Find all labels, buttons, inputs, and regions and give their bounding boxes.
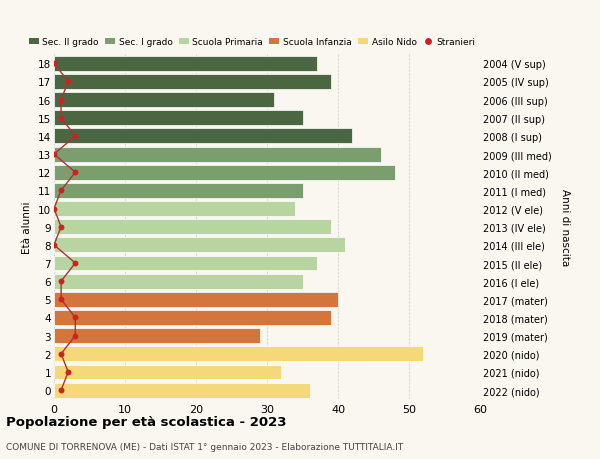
Point: [56, 278, 66, 285]
Point: [56, 187, 66, 195]
Bar: [54, 347, 423, 362]
Bar: [54, 383, 310, 397]
Bar: [54, 147, 380, 162]
Bar: [54, 202, 295, 217]
Bar: [54, 129, 352, 144]
Point: [56, 296, 66, 303]
Legend: Sec. II grado, Sec. I grado, Scuola Primaria, Scuola Infanzia, Asilo Nido, Stran: Sec. II grado, Sec. I grado, Scuola Prim…: [29, 38, 475, 47]
Bar: [54, 292, 338, 307]
Y-axis label: Anni di nascita: Anni di nascita: [560, 189, 570, 266]
Point: [49, 241, 59, 249]
Point: [49, 151, 59, 158]
Bar: [54, 256, 317, 271]
Point: [71, 260, 80, 267]
Point: [49, 61, 59, 68]
Point: [64, 78, 73, 86]
Y-axis label: Età alunni: Età alunni: [22, 201, 32, 253]
Bar: [54, 111, 302, 126]
Point: [56, 115, 66, 122]
Bar: [54, 365, 281, 380]
Point: [71, 133, 80, 140]
Point: [56, 97, 66, 104]
Bar: [54, 165, 395, 180]
Point: [49, 206, 59, 213]
Bar: [54, 329, 260, 343]
Bar: [54, 184, 302, 198]
Point: [56, 350, 66, 358]
Point: [71, 169, 80, 177]
Point: [56, 224, 66, 231]
Bar: [54, 57, 317, 72]
Bar: [54, 238, 345, 253]
Text: COMUNE DI TORRENOVA (ME) - Dati ISTAT 1° gennaio 2023 - Elaborazione TUTTITALIA.: COMUNE DI TORRENOVA (ME) - Dati ISTAT 1°…: [6, 442, 403, 451]
Text: Popolazione per età scolastica - 2023: Popolazione per età scolastica - 2023: [6, 415, 287, 428]
Point: [71, 332, 80, 340]
Point: [56, 386, 66, 394]
Bar: [54, 75, 331, 90]
Bar: [54, 220, 331, 235]
Point: [64, 369, 73, 376]
Bar: [54, 93, 274, 108]
Point: [71, 314, 80, 321]
Bar: [54, 310, 331, 325]
Bar: [54, 274, 302, 289]
